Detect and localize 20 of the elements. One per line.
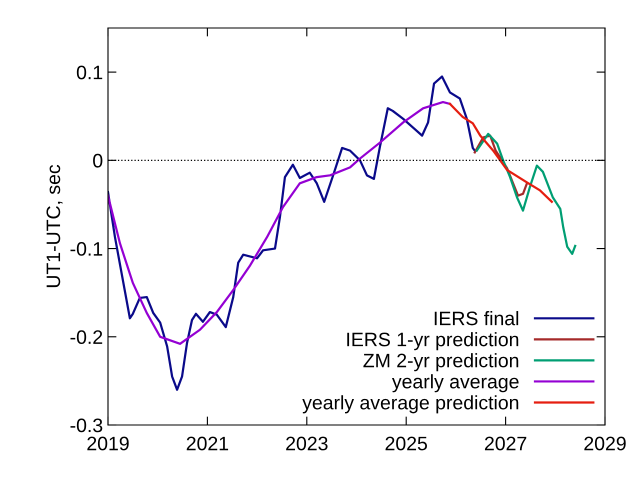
x-tick-label: 2019 — [87, 436, 129, 450]
legend-label: IERS 1-yr prediction — [347, 332, 518, 350]
x-tick-label: 2029 — [584, 436, 626, 450]
legend-label: yearly average — [392, 374, 519, 392]
x-tick-label: 2021 — [186, 436, 228, 450]
x-tick-label: 2027 — [484, 436, 526, 450]
x-tick-label: 2023 — [286, 436, 328, 450]
y-axis-title: UT1-UTC, sec — [46, 164, 63, 288]
line-series — [476, 132, 576, 255]
line-series — [448, 102, 553, 203]
line-series — [474, 134, 528, 197]
y-tick-label: 0 — [93, 154, 102, 168]
y-tick-label: -0.2 — [70, 330, 102, 344]
x-tick-label: 2025 — [386, 436, 428, 450]
y-tick-label: 0.1 — [76, 66, 102, 80]
y-tick-label: -0.3 — [70, 418, 102, 432]
legend-label: IERS final — [434, 311, 518, 326]
legend-label: ZM 2-yr prediction — [363, 353, 518, 372]
legend-label: yearly average prediction — [302, 395, 518, 414]
y-tick-label: -0.1 — [70, 242, 102, 256]
